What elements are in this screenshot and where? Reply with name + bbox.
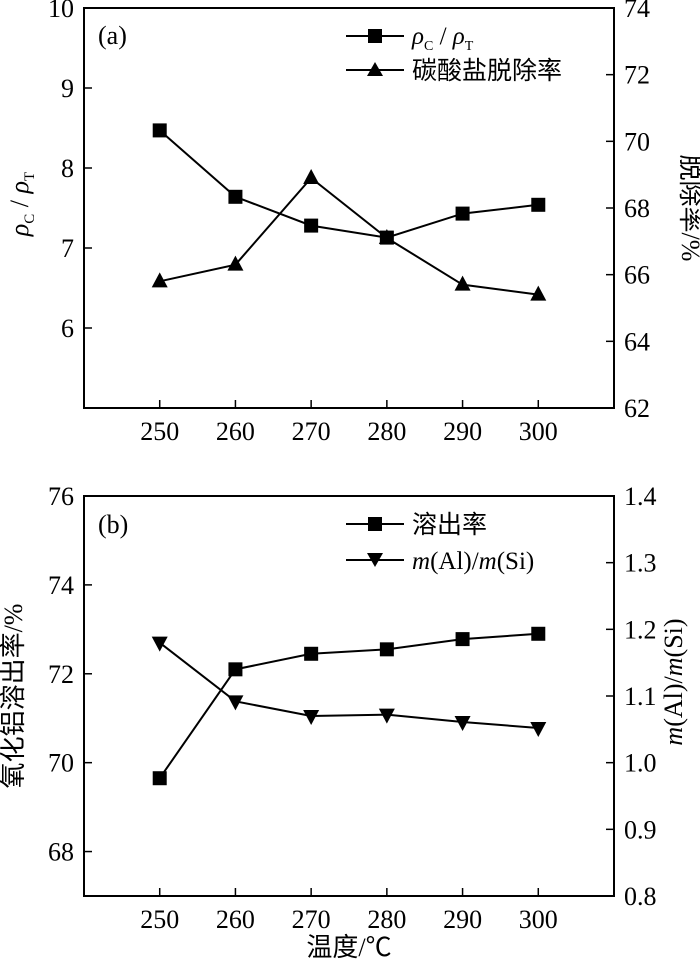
data-point-triangle-a <box>454 275 471 291</box>
data-point-square-b <box>228 662 243 677</box>
y-right-tick-label-a: 66 <box>624 261 650 290</box>
data-point-square-b <box>379 642 394 657</box>
y-axis-left-label-a: ρC / ρT <box>5 172 38 237</box>
x-tick-label-b: 280 <box>367 905 406 934</box>
data-point-square-a <box>228 189 243 204</box>
x-tick-label-b: 290 <box>443 905 482 934</box>
y-right-tick-label-b: 1.3 <box>624 549 657 578</box>
y-right-tick-label-b: 0.8 <box>624 882 657 911</box>
legend-triangle-marker-a <box>367 62 383 76</box>
x-tick-label-a: 260 <box>216 417 255 446</box>
data-point-square-a <box>531 197 546 212</box>
y-right-tick-label-a: 68 <box>624 194 650 223</box>
y-right-tick-label-b: 1.2 <box>624 615 657 644</box>
plot-frame-b <box>83 495 615 897</box>
x-tick-label-a: 290 <box>443 417 482 446</box>
y-right-tick-label-a: 62 <box>624 394 650 423</box>
series-line-b-0 <box>158 632 539 779</box>
y-right-tick-label-b: 1.4 <box>624 482 657 511</box>
legend-a: ρC / ρT 碳酸盐脱除率 <box>346 23 562 85</box>
data-point-square-b <box>531 626 546 641</box>
data-point-square-b <box>152 771 167 786</box>
data-point-square-a <box>304 218 319 233</box>
y-axis-right-label-b: m(Al)/m(Si) <box>659 618 688 745</box>
data-point-triangle-a <box>151 272 168 288</box>
data-point-triangle-a <box>530 285 547 301</box>
data-point-triangle-down-b <box>378 708 395 724</box>
data-point-square-b <box>304 646 319 661</box>
x-tick-label-b: 250 <box>140 905 179 934</box>
y-left-tick-label-b: 70 <box>48 749 74 778</box>
panel-label-b: (b) <box>98 510 128 539</box>
legend-square-marker-b <box>368 517 382 531</box>
panel-a: (a) ρC / ρT 脱除率/% ρC / ρT 碳酸盐脱除率 250 260 2… <box>5 0 700 446</box>
x-tick-label-a: 300 <box>519 417 558 446</box>
panel-b: (b) 氧化铝溶出率/% m(Al)/m(Si) 温度/℃ 溶出率 m(Al)/… <box>0 482 688 962</box>
data-point-triangle-down-b <box>454 716 471 731</box>
y-left-tick-label-b: 74 <box>48 571 74 600</box>
legend-label-carbonate-a: 碳酸盐脱除率 <box>412 57 562 85</box>
legend-label-dissolution-b: 溶出率 <box>412 511 487 539</box>
y-left-tick-label-a: 9 <box>61 74 74 103</box>
series-line-a-1 <box>159 176 539 296</box>
y-left-tick-label-a: 7 <box>61 234 74 263</box>
y-right-tick-label-a: 70 <box>624 127 650 156</box>
y-right-tick-label-b: 1.0 <box>624 749 657 778</box>
y-right-tick-label-b: 1.1 <box>624 682 657 711</box>
data-point-triangle-down-b <box>530 722 547 737</box>
y-left-tick-label-b: 72 <box>48 660 74 689</box>
data-point-square-b <box>455 632 470 647</box>
y-left-tick-label-b: 68 <box>48 838 74 867</box>
series-line-b-1 <box>159 641 539 729</box>
data-point-square-a <box>455 206 470 221</box>
y-left-tick-label-a: 6 <box>61 314 74 343</box>
y-left-tick-label-a: 8 <box>61 154 74 183</box>
y-axis-left-label-b: 氧化铝溶出率/% <box>0 604 28 789</box>
x-tick-label-a: 250 <box>140 417 179 446</box>
x-tick-label-b: 270 <box>292 905 331 934</box>
x-tick-label-b: 300 <box>519 905 558 934</box>
data-point-triangle-down-b <box>227 695 244 711</box>
x-tick-label-a: 270 <box>292 417 331 446</box>
legend-b: 溶出率 m(Al)/m(Si) <box>346 511 534 575</box>
y-left-tick-label-a: 10 <box>48 0 74 23</box>
data-point-triangle-down-b <box>303 710 320 725</box>
x-axis-label-b: 温度/℃ <box>306 933 391 962</box>
data-point-triangle-a <box>227 255 244 271</box>
y-left-tick-label-b: 76 <box>48 482 74 511</box>
y-right-tick-label-a: 72 <box>624 61 650 90</box>
legend-label-ratio-b: m(Al)/m(Si) <box>412 548 534 575</box>
data-point-triangle-a <box>378 229 395 244</box>
legend-square-marker-a <box>368 29 382 43</box>
x-tick-label-b: 260 <box>216 905 255 934</box>
y-right-tick-label-a: 64 <box>624 327 650 356</box>
y-axis-right-label-a: 脱除率/% <box>676 155 700 262</box>
data-point-triangle-a <box>303 169 320 184</box>
panel-label-a: (a) <box>98 21 127 50</box>
legend-label-rho-a: ρC / ρT <box>411 23 474 54</box>
y-right-tick-label-a: 74 <box>624 0 650 23</box>
data-point-triangle-down-b <box>151 636 168 652</box>
x-tick-label-a: 280 <box>367 417 406 446</box>
y-right-tick-label-b: 0.9 <box>624 815 657 844</box>
series-line-a-0 <box>159 129 539 239</box>
data-point-square-a <box>152 123 167 138</box>
legend-triangle-down-marker-b <box>367 553 383 567</box>
